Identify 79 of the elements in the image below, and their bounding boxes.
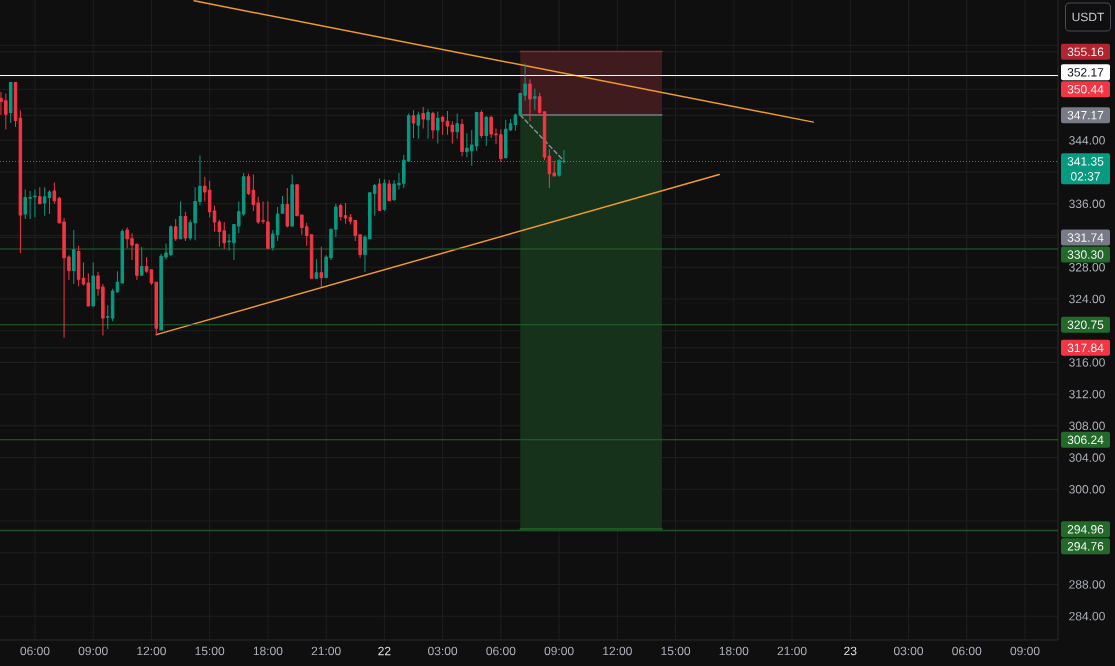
candlestick (314, 258, 319, 279)
candlestick (280, 195, 285, 214)
candlestick (266, 200, 270, 250)
candlestick (144, 256, 149, 274)
x-tick-label: 06:00 (20, 646, 50, 656)
x-tick-label: 03:00 (893, 646, 924, 656)
y-tick-label: 344.00 (1069, 136, 1105, 145)
candlestick (416, 111, 421, 140)
y-tick-label: 312.00 (1069, 389, 1105, 399)
ref-line-label: 341.35 (1067, 157, 1104, 166)
x-tick-label: 12:00 (137, 646, 166, 656)
ref-line-label: 306.24 (1067, 435, 1104, 445)
candlestick (484, 115, 489, 147)
x-tick-label: 03:00 (428, 646, 458, 656)
candlestick (436, 111, 440, 145)
y-axis-title: USDT (1072, 12, 1105, 22)
ref-line-label: 320.75 (1067, 320, 1104, 329)
y-tick-label: 288.00 (1069, 580, 1105, 589)
text: 02:37 (1070, 172, 1100, 181)
candlestick (411, 109, 416, 139)
candlestick (343, 202, 348, 225)
y-tick-label: 331.74 (1067, 233, 1104, 242)
y-tick-label: 300.00 (1069, 485, 1105, 494)
candlestick (533, 88, 537, 111)
ref-line-label: 352.17 (1067, 68, 1104, 77)
candlestick (387, 179, 391, 202)
x-tick-label: 21:00 (777, 646, 807, 656)
candlestick (431, 111, 435, 140)
candlestick (290, 173, 294, 228)
x-tick-label: 09:00 (1010, 646, 1040, 656)
x-tick-label: 21:00 (311, 646, 341, 656)
candlestick (503, 119, 508, 160)
x-tick-label: 06:00 (486, 646, 516, 656)
x-tick-label: 12:00 (603, 646, 632, 656)
candlestick (285, 187, 290, 229)
y-tick-label: 350.44 (1067, 85, 1104, 94)
y-tick-label: 355.16 (1067, 47, 1104, 57)
candlestick (421, 106, 425, 129)
x-tick-label: 23 (844, 646, 857, 656)
candlestick (455, 112, 459, 140)
x-tick-label: 18:00 (719, 646, 749, 656)
y-tick-label: 336.00 (1069, 199, 1105, 209)
x-tick-label: 15:00 (661, 646, 691, 656)
x-tick-label: 09:00 (78, 646, 108, 656)
candlestick (338, 203, 343, 221)
ref-line-label: 330.30 (1067, 250, 1104, 259)
y-tick-label: 347.17 (1067, 110, 1104, 120)
candlestick (139, 246, 144, 276)
y-tick-label: 324.00 (1069, 294, 1105, 304)
candlestick (183, 211, 188, 242)
x-tick-label: 15:00 (195, 646, 225, 656)
y-tick-label: 294.96 (1067, 525, 1104, 534)
candlestick (382, 178, 387, 212)
y-tick-label: 304.00 (1069, 453, 1105, 462)
candlestick (47, 189, 52, 215)
x-tick-label: 18:00 (253, 646, 283, 656)
candlestick (173, 218, 178, 242)
candlestick (72, 229, 76, 285)
candlestick (42, 186, 47, 217)
y-tick-label: 317.84 (1067, 343, 1104, 353)
y-tick-label: 284.00 (1069, 611, 1105, 621)
legend-label: 294.76 (1067, 542, 1104, 551)
x-tick-label: 09:00 (544, 646, 574, 656)
candlestick (440, 115, 445, 136)
candlestick (4, 93, 8, 130)
x-tick-label: 22 (378, 646, 391, 656)
candlestick (8, 81, 13, 124)
candlestick (33, 189, 37, 218)
candlestick (460, 118, 464, 157)
y-tick-label: 328.00 (1069, 263, 1105, 272)
candlestick (426, 108, 430, 140)
candlestick (319, 246, 324, 288)
x-tick-label: 06:00 (952, 646, 982, 656)
candlestick (91, 261, 95, 307)
candlestick (38, 186, 42, 205)
y-tick-label: 308.00 (1069, 421, 1105, 431)
candlestick (528, 78, 532, 122)
y-tick-label: 316.00 (1069, 358, 1105, 367)
candlestick (76, 245, 81, 287)
